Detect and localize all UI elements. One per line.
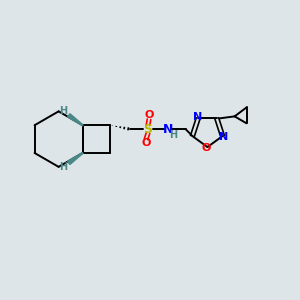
- Text: H: H: [169, 130, 177, 140]
- Polygon shape: [68, 153, 83, 164]
- Text: O: O: [144, 110, 154, 120]
- Polygon shape: [68, 114, 83, 126]
- Text: H: H: [59, 162, 67, 172]
- Text: N: N: [163, 123, 173, 136]
- Text: O: O: [141, 138, 151, 148]
- Text: S: S: [143, 123, 152, 136]
- Text: N: N: [219, 132, 228, 142]
- Text: O: O: [202, 143, 211, 153]
- Text: H: H: [59, 106, 67, 116]
- Text: N: N: [193, 112, 202, 122]
